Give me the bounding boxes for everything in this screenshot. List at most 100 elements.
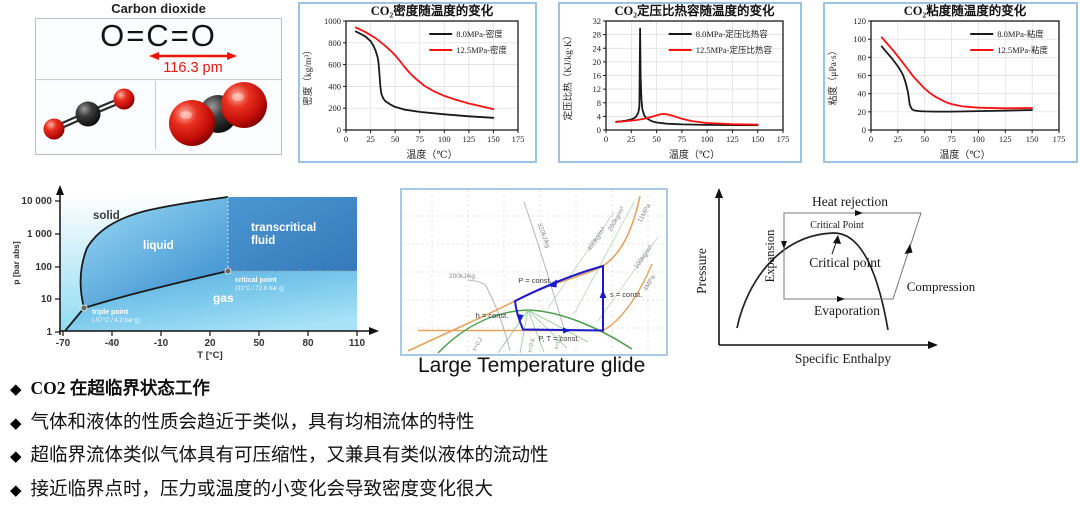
svg-text:400: 400: [328, 81, 341, 91]
svg-text:12.5MPa-定压比热容: 12.5MPa-定压比热容: [696, 45, 773, 55]
svg-text:温度（℃）: 温度（℃）: [939, 148, 990, 161]
svg-text:100: 100: [972, 134, 985, 144]
co2-infobox: O=C=O 116.3 pm: [35, 18, 282, 155]
svg-text:100: 100: [853, 34, 866, 44]
p4-label: 4MPa: [642, 274, 657, 293]
svg-text:8.0MPa-粘度: 8.0MPa-粘度: [997, 29, 1044, 39]
svg-text:75: 75: [415, 134, 424, 144]
x-tick: 20: [204, 338, 216, 349]
svg-text:75: 75: [947, 134, 956, 144]
svg-text:0: 0: [604, 134, 608, 144]
y-tick: 100: [35, 262, 52, 273]
svg-text:密度（kg/m³）: 密度（kg/m³）: [302, 45, 314, 105]
specific-heat-vs-temperature-chart: 0 25 50 75 100 125 150 175 0 4 8 12 16 20 24 28 32 CO₂定压比…: [558, 2, 802, 163]
svg-text:125: 125: [726, 134, 739, 144]
svg-text:20: 20: [858, 107, 867, 117]
x-axis-arrow-icon: [369, 327, 379, 335]
ts-diagram: P = const. s = const. P, T = const. h = …: [400, 188, 668, 356]
viscosity-vs-temperature-chart: 0 25 50 75 100 125 150 175 0 20 40 60 80 100 120 CO₂粘度随…: [823, 2, 1078, 163]
svg-text:150: 150: [487, 134, 500, 144]
critical-point-pointer-icon: [833, 235, 841, 244]
svg-text:温度（℃）: 温度（℃）: [669, 148, 720, 161]
d200-label: 200kg/m³: [607, 205, 627, 233]
svg-text:125: 125: [462, 134, 475, 144]
solid-label: solid: [93, 210, 120, 222]
space-filling-model-cell: [157, 81, 281, 149]
bullet-text: 超临界流体类似气体具有可压缩性，又兼具有类似液体的流动性: [30, 446, 549, 466]
svg-text:20: 20: [593, 57, 602, 67]
y-axis-arrow-icon: [56, 185, 64, 195]
svg-text:CO₂密度随温度的变化: CO₂密度随温度的变化: [371, 4, 494, 18]
svg-text:8: 8: [597, 98, 601, 108]
critical-point-label: critical point: [235, 277, 277, 284]
cycle-direction-arrows: [516, 279, 607, 334]
svg-text:175: 175: [777, 134, 790, 144]
svg-text:0: 0: [337, 125, 341, 135]
phase-y-axis-label: p [bar abs]: [11, 241, 21, 285]
enthalpy-axis-arrow-icon: [928, 341, 938, 349]
x-tick: 80: [302, 338, 314, 349]
svg-text:25: 25: [627, 134, 636, 144]
bullet-text: 接近临界点时，压力或温度的小变化会导致密度变化很大: [30, 479, 494, 500]
svg-text:32: 32: [593, 16, 602, 26]
p-const-label: P = const.: [518, 276, 551, 285]
svg-text:50: 50: [920, 134, 929, 144]
diamond-bullet-icon: ◆: [10, 415, 22, 432]
gas-label: gas: [213, 291, 234, 305]
svg-text:120: 120: [853, 16, 866, 26]
enthalpy-axis-label: Specific Enthalpy: [795, 351, 892, 366]
quality-lines: [497, 309, 589, 354]
pressure-enthalpy-cycle-diagram: Pressure Specific Enthalpy Heat rejectio…: [694, 183, 985, 368]
x-tick: 110: [349, 338, 366, 349]
p11-label: 11MPa: [637, 202, 653, 223]
svg-text:0: 0: [597, 125, 601, 135]
pt-const-label: P, T = const.: [538, 334, 579, 343]
svg-text:0: 0: [344, 134, 348, 144]
bond-length-arrow-icon: [149, 52, 237, 60]
isenthalpy-lines: [467, 201, 566, 352]
diamond-bullet-icon: ◆: [10, 382, 22, 398]
d400-label: 400kg/m³: [586, 225, 607, 252]
svg-text:25: 25: [366, 134, 375, 144]
saturation-dome: [736, 232, 889, 331]
compression-label: Compression: [907, 279, 976, 294]
isochore-lines: [547, 201, 659, 322]
x-tick: -70: [56, 338, 71, 349]
y-tick: 1: [46, 327, 52, 338]
triple-point-marker: [80, 304, 88, 312]
liquid-label: liquid: [143, 240, 174, 252]
svg-text:8.0MPa-密度: 8.0MPa-密度: [456, 29, 503, 39]
svg-text:600: 600: [328, 60, 341, 70]
svg-text:40: 40: [858, 89, 867, 99]
svg-text:175: 175: [1053, 134, 1066, 144]
svg-text:粘度（μPa·s）: 粘度（μPa·s）: [827, 46, 839, 105]
x-tick: 50: [253, 338, 265, 349]
phase-diagram: 10 000 1 000 100 10 1 -70 -40 -10 20 50 …: [5, 183, 387, 361]
expansion-label: Expansion: [763, 229, 777, 283]
svg-text:16: 16: [593, 71, 602, 81]
cycle-flow-arrows: [781, 210, 913, 302]
diamond-bullet-icon: ◆: [10, 449, 22, 465]
phase-boundary-curves: [64, 196, 229, 332]
gas-region: [65, 271, 357, 331]
svg-text:12.5MPa-粘度: 12.5MPa-粘度: [997, 45, 1048, 55]
heat-rejection-label: Heat rejection: [812, 194, 888, 209]
ball-stick-model-cell: [36, 81, 156, 149]
critical-point-big-label: Critical point: [809, 255, 881, 270]
critical-point-value: (31°C / 72.8 bar g): [235, 286, 284, 292]
bullet-text: CO2 在超临界状态工作: [30, 378, 210, 398]
transcritical-region: [228, 197, 357, 271]
svg-text:25: 25: [894, 134, 903, 144]
svg-text:28: 28: [593, 30, 602, 40]
svg-text:12: 12: [593, 84, 602, 94]
isobar-11mpa-line: [407, 195, 641, 352]
svg-text:100: 100: [701, 134, 714, 144]
svg-text:75: 75: [678, 134, 687, 144]
y-tick: 1 000: [27, 229, 52, 240]
svg-text:175: 175: [512, 134, 525, 144]
svg-text:100: 100: [438, 134, 451, 144]
bullet-item: ◆ 超临界流体类似气体具有可压缩性，又兼具有类似液体的流动性: [10, 440, 870, 474]
bullet-item: ◆ 气体和液体的性质会趋近于类似，具有均相流体的特性: [10, 407, 870, 441]
pressure-axis-label: Pressure: [695, 248, 709, 294]
